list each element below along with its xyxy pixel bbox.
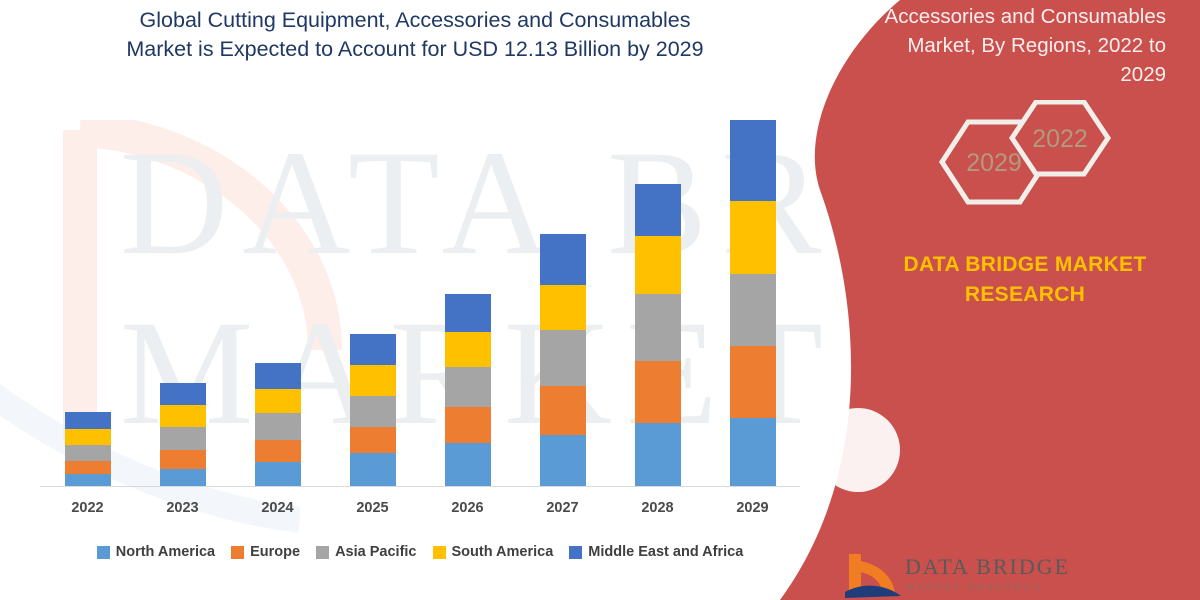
legend-swatch-icon bbox=[569, 545, 583, 559]
segment-south-america[interactable] bbox=[444, 332, 491, 367]
chart-title-line-1: Global Cutting Equipment, Accessories an… bbox=[139, 8, 691, 32]
logo-tagline: MARKET RESEARCH bbox=[907, 582, 1043, 592]
segment-middle-east-and-africa[interactable] bbox=[349, 334, 396, 365]
segment-asia-pacific[interactable] bbox=[634, 294, 681, 361]
legend-item-middle-east-and-africa[interactable]: Middle East and Africa bbox=[569, 544, 743, 560]
segment-asia-pacific[interactable] bbox=[729, 274, 776, 346]
segment-middle-east-and-africa[interactable] bbox=[539, 234, 586, 285]
segment-middle-east-and-africa[interactable] bbox=[444, 294, 491, 332]
bar-2023[interactable] bbox=[159, 383, 206, 486]
segment-middle-east-and-africa[interactable] bbox=[729, 120, 776, 201]
brand-name: DATA BRIDGE MARKET RESEARCH bbox=[880, 250, 1170, 310]
segment-middle-east-and-africa[interactable] bbox=[64, 412, 111, 429]
brand-line-1: DATA BRIDGE MARKET bbox=[903, 253, 1147, 276]
stacked-bar-chart bbox=[40, 90, 800, 486]
bridge-mark-icon bbox=[845, 554, 901, 598]
legend-item-north-america[interactable]: North America bbox=[96, 544, 216, 560]
segment-north-america[interactable] bbox=[634, 423, 681, 486]
hexagon-2022 bbox=[1008, 99, 1112, 177]
legend-item-asia-pacific[interactable]: Asia Pacific bbox=[316, 544, 417, 560]
segment-europe[interactable] bbox=[444, 407, 491, 443]
x-axis-line bbox=[40, 486, 800, 487]
segment-europe[interactable] bbox=[729, 346, 776, 418]
bar-2027[interactable] bbox=[539, 234, 586, 486]
segment-asia-pacific[interactable] bbox=[539, 330, 586, 386]
bar-2025[interactable] bbox=[349, 334, 396, 486]
legend-swatch-icon bbox=[231, 545, 245, 559]
bar-2026[interactable] bbox=[444, 294, 491, 486]
segment-north-america[interactable] bbox=[254, 462, 301, 486]
segment-europe[interactable] bbox=[64, 461, 111, 474]
segment-south-america[interactable] bbox=[634, 236, 681, 294]
bar-2028[interactable] bbox=[634, 184, 681, 486]
segment-north-america[interactable] bbox=[539, 435, 586, 486]
panel-title-line-3: 2029 bbox=[1120, 63, 1166, 86]
segment-asia-pacific[interactable] bbox=[254, 413, 301, 440]
legend-item-south-america[interactable]: South America bbox=[432, 544, 554, 560]
bar-2024[interactable] bbox=[254, 363, 301, 486]
segment-europe[interactable] bbox=[159, 450, 206, 469]
segment-asia-pacific[interactable] bbox=[159, 427, 206, 450]
x-label-2027: 2027 bbox=[546, 500, 579, 516]
segment-north-america[interactable] bbox=[729, 418, 776, 486]
chart-legend: North America Europe Asia Pacific South Ame… bbox=[40, 540, 800, 564]
segment-south-america[interactable] bbox=[64, 429, 111, 445]
segment-north-america[interactable] bbox=[349, 453, 396, 486]
legend-label: South America bbox=[451, 544, 554, 560]
segment-north-america[interactable] bbox=[64, 474, 111, 486]
segment-asia-pacific[interactable] bbox=[64, 445, 111, 461]
hexagon-2022-label: 2022 bbox=[1032, 125, 1088, 153]
legend-label: Asia Pacific bbox=[335, 544, 417, 560]
segment-south-america[interactable] bbox=[539, 285, 586, 330]
legend-label: North America bbox=[115, 544, 216, 560]
legend-label: Europe bbox=[250, 544, 301, 560]
segment-north-america[interactable] bbox=[159, 469, 206, 486]
hexagon-badges: 2029 2022 bbox=[930, 99, 1120, 230]
legend-swatch-icon bbox=[432, 545, 446, 559]
segment-south-america[interactable] bbox=[729, 201, 776, 274]
x-label-2024: 2024 bbox=[261, 500, 294, 516]
legend-swatch-icon bbox=[96, 545, 110, 559]
logo-wordmark: DATA BRIDGE bbox=[905, 554, 1071, 579]
segment-asia-pacific[interactable] bbox=[444, 367, 491, 407]
x-label-2025: 2025 bbox=[356, 500, 389, 516]
segment-europe[interactable] bbox=[349, 427, 396, 453]
data-bridge-logo: DATA BRIDGE MARKET RESEARCH bbox=[845, 552, 1185, 600]
segment-europe[interactable] bbox=[254, 440, 301, 462]
segment-south-america[interactable] bbox=[159, 405, 206, 427]
bar-2029[interactable] bbox=[729, 120, 776, 486]
legend-swatch-icon bbox=[316, 545, 330, 559]
segment-middle-east-and-africa[interactable] bbox=[159, 383, 206, 405]
segment-europe[interactable] bbox=[539, 386, 586, 435]
legend-label: Middle East and Africa bbox=[588, 544, 744, 560]
segment-europe[interactable] bbox=[634, 361, 681, 423]
legend-item-europe[interactable]: Europe bbox=[231, 544, 300, 560]
segment-asia-pacific[interactable] bbox=[349, 396, 396, 427]
panel-title: Accessories and Consumables Market, By R… bbox=[836, 2, 1166, 89]
chart-title-line-2: Market is Expected to Account for USD 12… bbox=[126, 37, 704, 61]
x-label-2028: 2028 bbox=[641, 500, 674, 516]
segment-south-america[interactable] bbox=[254, 389, 301, 413]
x-axis-labels: 2022 2023 2024 2025 2026 2027 2028 2029 bbox=[40, 500, 800, 524]
x-label-2026: 2026 bbox=[451, 500, 484, 516]
segment-north-america[interactable] bbox=[444, 443, 491, 486]
chart-title: Global Cutting Equipment, Accessories an… bbox=[40, 6, 790, 64]
segment-middle-east-and-africa[interactable] bbox=[634, 184, 681, 236]
x-label-2023: 2023 bbox=[166, 500, 199, 516]
bar-2022[interactable] bbox=[64, 412, 111, 486]
panel-title-line-2: Market, By Regions, 2022 to bbox=[907, 34, 1166, 57]
hexagon-2029-label: 2029 bbox=[966, 149, 1022, 177]
x-label-2022: 2022 bbox=[71, 500, 104, 516]
brand-line-2: RESEARCH bbox=[964, 283, 1086, 306]
segment-south-america[interactable] bbox=[349, 365, 396, 396]
x-label-2029: 2029 bbox=[736, 500, 769, 516]
segment-middle-east-and-africa[interactable] bbox=[254, 363, 301, 389]
panel-title-line-1: Accessories and Consumables bbox=[884, 5, 1166, 28]
